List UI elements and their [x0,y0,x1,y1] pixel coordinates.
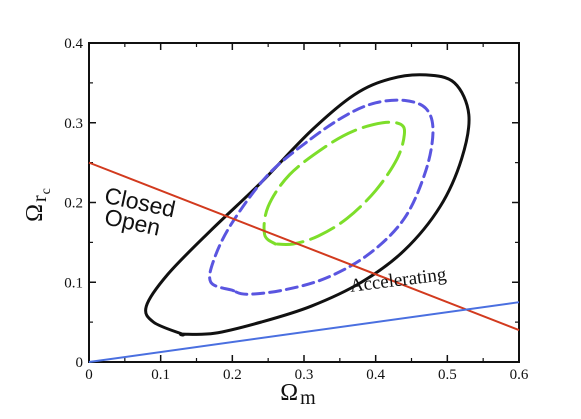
y-tick-label: 0.4 [64,36,83,52]
y-tick-label: 0.3 [64,116,83,132]
flat-boundary [88,161,520,332]
acceleration-boundary [88,301,520,363]
x-tick-label: 0.3 [295,367,314,383]
outer-contour [144,73,471,337]
x-tick-label: 0.2 [223,367,242,383]
y-axis-label: Ωrc [22,188,54,222]
y-tick-label: 0.1 [64,275,83,291]
middle-contour [208,98,435,296]
x-tick-label: 0.4 [366,367,385,383]
tick-labels: 0 0.1 0.2 0.3 0.4 0.5 0.6 0 0.1 0.2 0.3 0.4 [64,36,529,383]
x-tick-label: 0.1 [151,367,170,383]
series-group [88,73,520,363]
svg-text:Ωrc: Ωrc [22,188,54,222]
x-tick-label: 0.5 [438,367,457,383]
y-tick-label: 0 [76,355,84,371]
x-tick-label: 0.6 [510,367,529,383]
y-tick-label: 0.2 [64,196,83,212]
inner-contour [262,120,407,247]
x-tick-label: 0 [85,367,93,383]
